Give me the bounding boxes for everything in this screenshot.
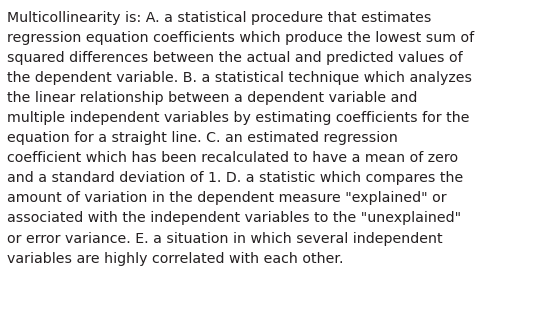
Text: Multicollinearity is: A. a statistical procedure that estimates
regression equat: Multicollinearity is: A. a statistical p… <box>7 11 474 266</box>
